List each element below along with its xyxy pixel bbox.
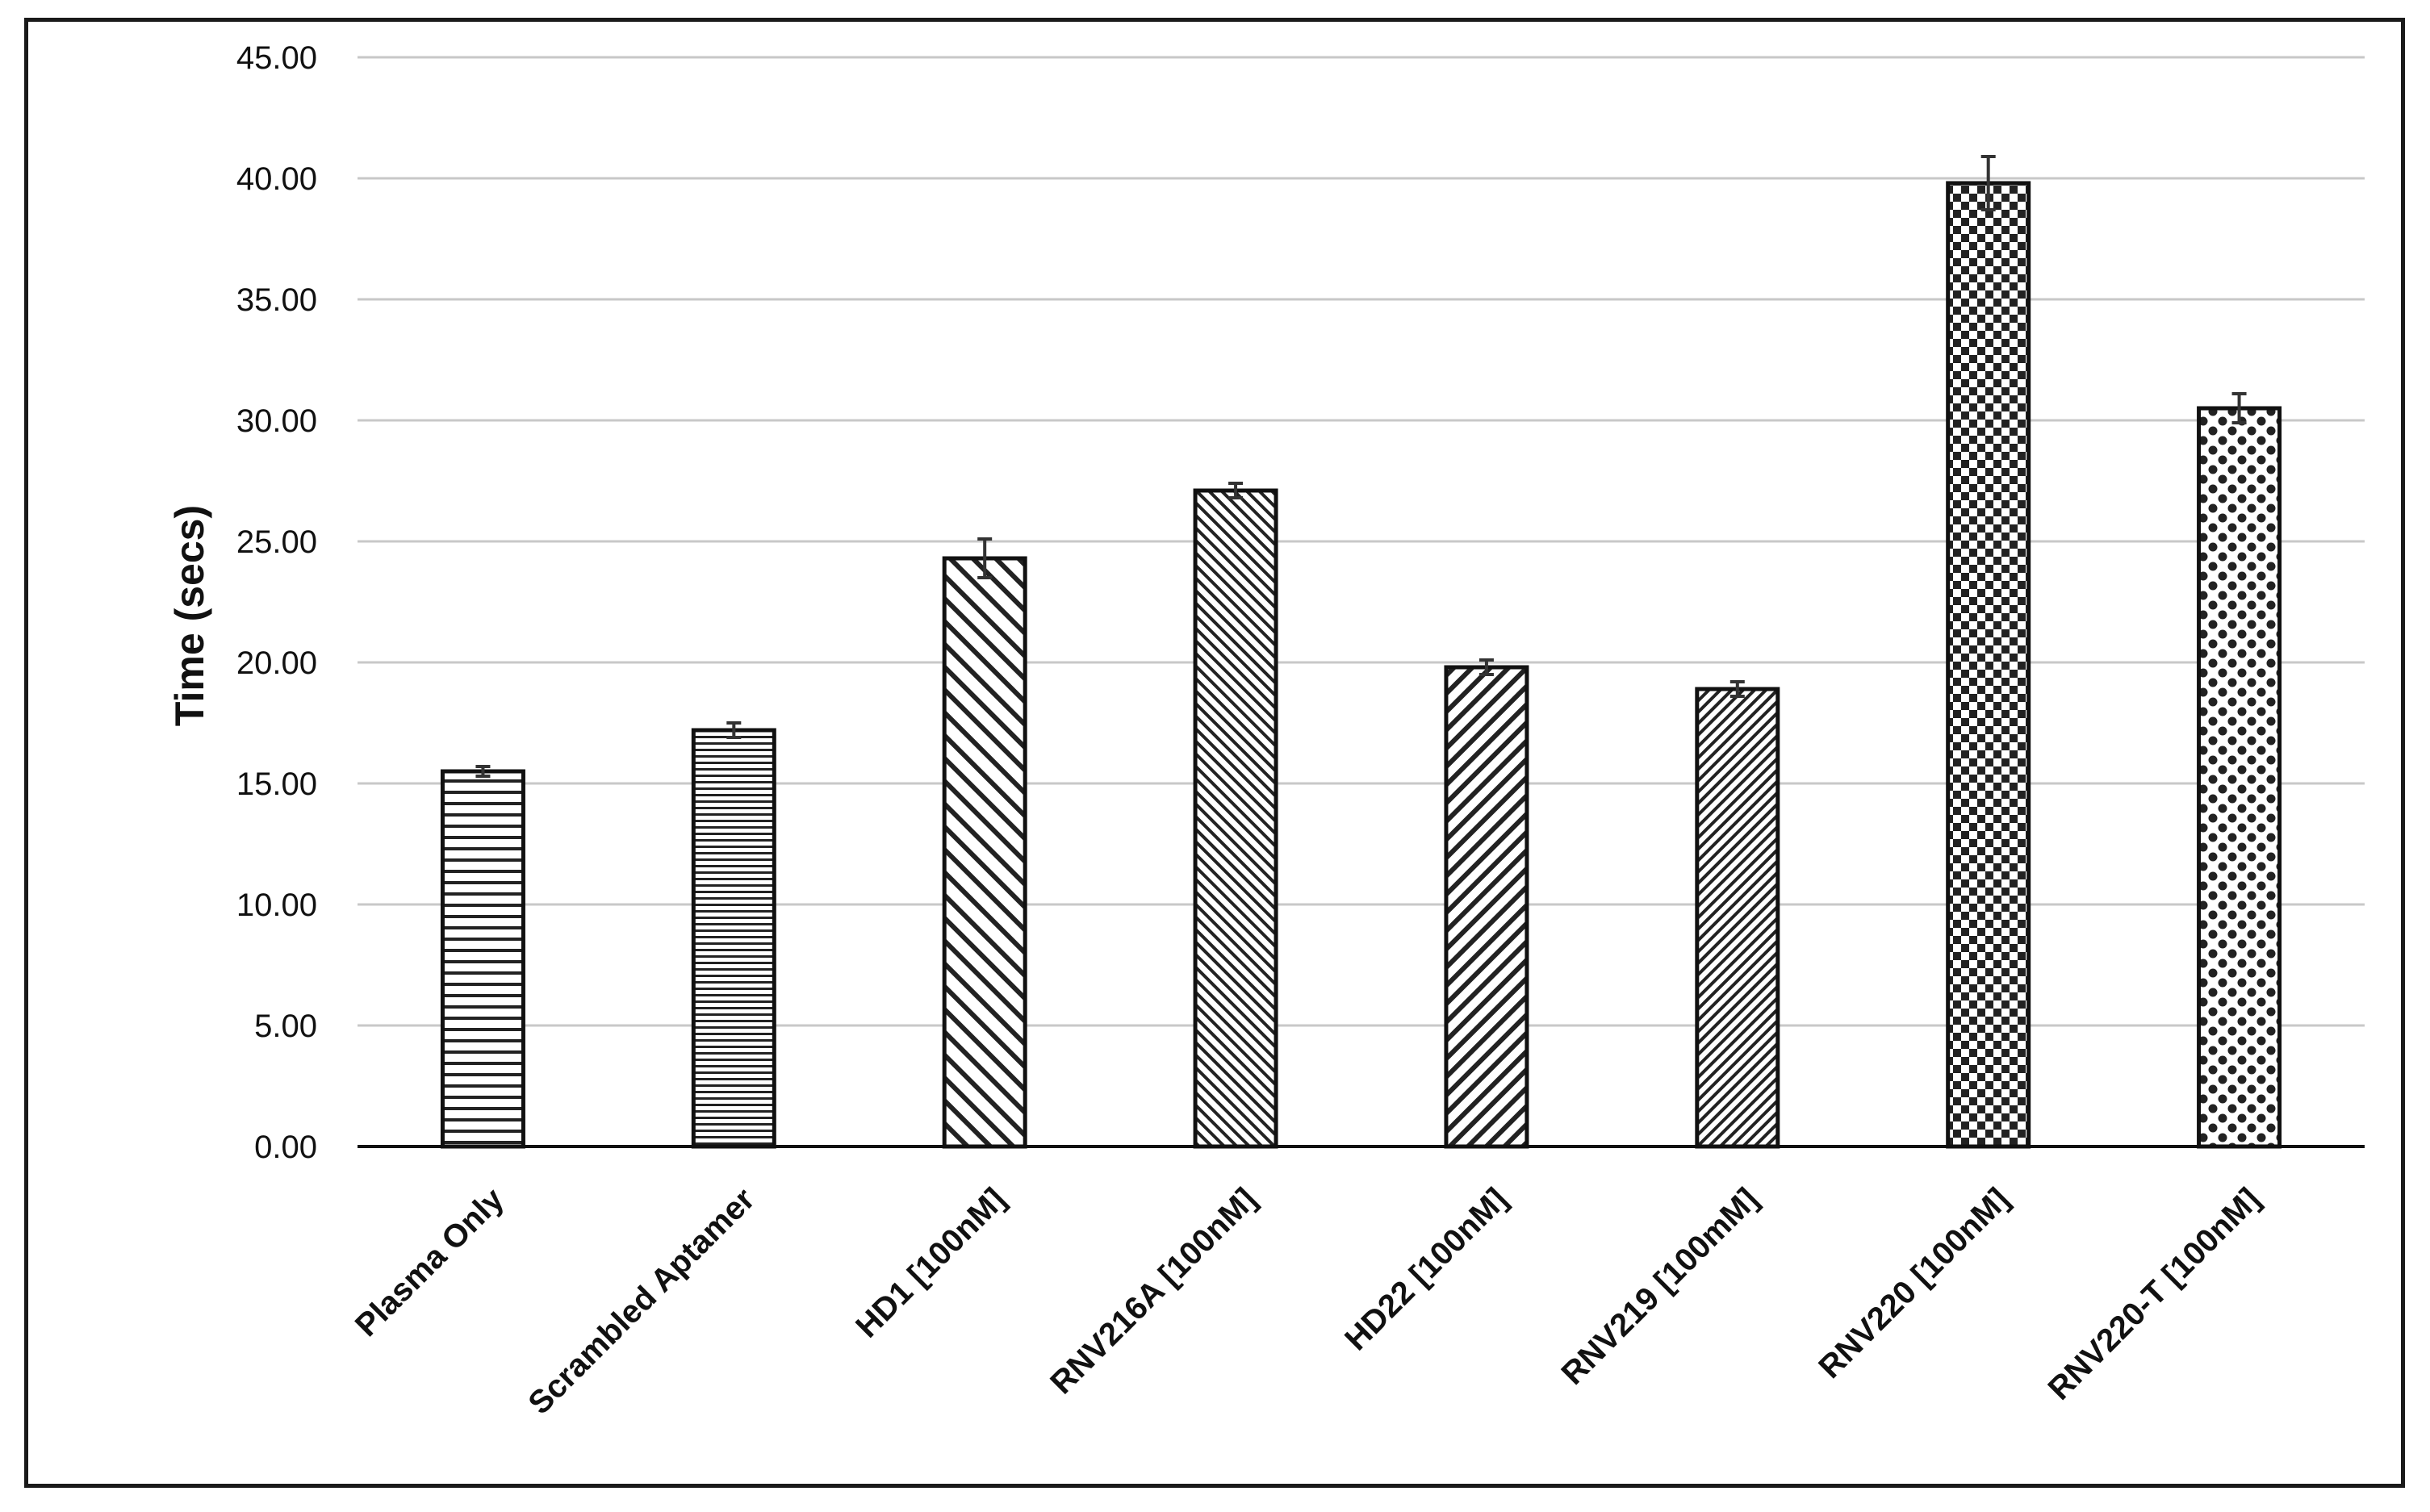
error-bar (977, 537, 993, 579)
error-bar (2231, 392, 2247, 424)
y-tick-label: 0.00 (254, 1130, 317, 1165)
x-axis-labels: Plasma Only Scrambled Aptamer HD1 [100nM] R… (349, 1181, 2267, 1422)
error-bar (1729, 680, 1745, 698)
bar (1946, 181, 2031, 1149)
error-bar (1980, 155, 1996, 211)
category-label: HD22 [100nM] (1338, 1181, 1514, 1357)
category-label: HD1 [100nM] (849, 1181, 1012, 1344)
error-bar (1478, 658, 1494, 676)
y-axis-ticks: 0.00 5.00 10.00 15.00 20.00 25.00 30.00 35.00 40… (236, 40, 317, 1165)
gridlines (358, 56, 2365, 1027)
bar (1444, 665, 1529, 1149)
bar (1695, 687, 1780, 1149)
bar (942, 556, 1027, 1149)
error-bar (1228, 482, 1244, 499)
y-tick-label: 10.00 (236, 888, 317, 923)
bar (440, 769, 525, 1149)
error-bars (475, 155, 2247, 778)
bar (1193, 488, 1278, 1149)
bar (691, 728, 776, 1149)
category-label: RNV220-T [100nM] (2041, 1181, 2266, 1406)
y-tick-label: 40.00 (236, 161, 317, 197)
bars (440, 181, 2282, 1149)
error-bar (726, 721, 742, 739)
y-tick-label: 20.00 (236, 645, 317, 681)
y-tick-label: 35.00 (236, 282, 317, 318)
y-tick-label: 30.00 (236, 403, 317, 439)
y-tick-label: 15.00 (236, 766, 317, 802)
category-label: Scrambled Aptamer (521, 1181, 761, 1421)
y-axis-title: Time (secs) (167, 505, 212, 726)
bar (2197, 406, 2282, 1149)
y-tick-label: 45.00 (236, 40, 317, 76)
category-label: RNV220 [100nM] (1812, 1181, 2016, 1385)
category-label: RNV216A [100nM] (1044, 1181, 1263, 1401)
y-tick-label: 5.00 (254, 1009, 317, 1044)
category-label: Plasma Only (349, 1181, 511, 1343)
error-bar (475, 765, 491, 778)
category-label: RNV219 [100mM] (1555, 1181, 1766, 1392)
y-tick-label: 25.00 (236, 524, 317, 560)
